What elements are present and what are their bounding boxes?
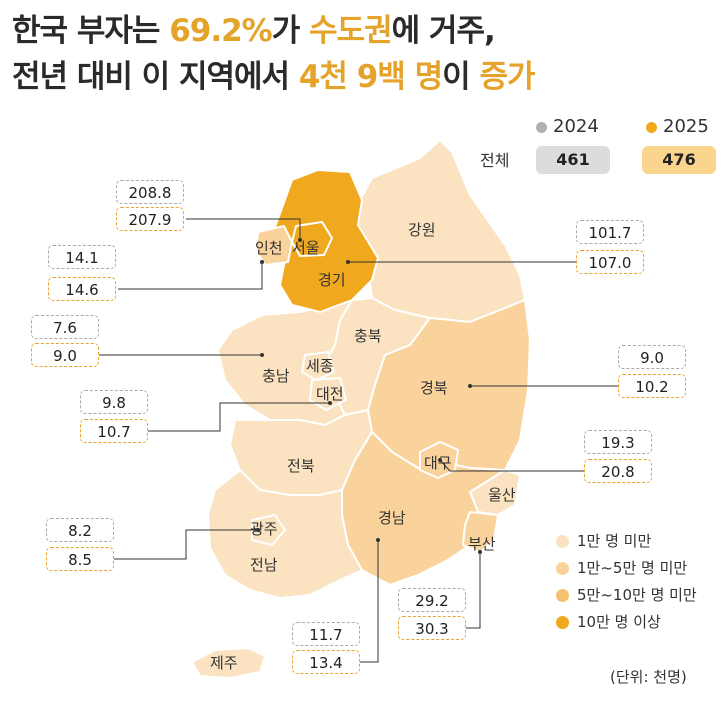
- total-label: 전체: [480, 151, 510, 170]
- region-jeonnam: [206, 468, 364, 600]
- incheon-2024-value: 14.1: [48, 245, 116, 269]
- busan-2024-value: 29.2: [398, 588, 466, 612]
- label-daejeon: 대전: [316, 385, 344, 403]
- label-chungbuk: 충북: [354, 327, 382, 345]
- gyeongnam-2024-value: 11.7: [292, 622, 360, 646]
- seoul-2024-value: 208.8: [116, 180, 184, 204]
- label-gyeonggi: 경기: [318, 271, 346, 289]
- label-jeonbuk: 전북: [287, 457, 315, 475]
- legend-2024: 2024: [536, 116, 599, 137]
- leader-seoul: [186, 218, 301, 240]
- region-incheon: [254, 224, 294, 267]
- legend-2024-dot: [536, 121, 547, 133]
- label-jeju: 제주: [210, 654, 238, 672]
- leader-gyeongnam: [360, 540, 379, 663]
- leader-daejeon: [148, 402, 330, 432]
- label-gyeongnam: 경남: [378, 509, 406, 527]
- region-jeju: [190, 646, 267, 680]
- gwangju-2024-value: 8.2: [46, 518, 114, 542]
- gyeonggi-2024-value: 101.7: [576, 220, 644, 244]
- label-sejong: 세종: [306, 357, 334, 375]
- title-line-1: 한국 부자는 69.2%가 수도권에 거주,: [12, 13, 496, 49]
- daejeon-2025-value: 10.7: [80, 419, 148, 443]
- seoul-2025-value: 207.9: [116, 207, 184, 231]
- leader-gwangju: [114, 529, 258, 560]
- region-gwangju: [251, 513, 287, 547]
- daegu-2025-value: 20.8: [584, 459, 652, 483]
- total-2024-value: 461: [536, 146, 610, 174]
- gyeongbuk-2024-value: 9.0: [618, 345, 686, 369]
- leader-busan: [466, 552, 481, 629]
- daejeon-2024-value: 9.8: [80, 390, 148, 414]
- incheon-2025-value: 14.6: [48, 277, 116, 301]
- leader-daegu: [439, 459, 584, 472]
- legend-tier-2: 1만~5만 명 미만: [556, 557, 687, 578]
- label-busan: 부산: [468, 535, 496, 553]
- label-gangwon: 강원: [408, 221, 436, 239]
- total-2025-value: 476: [642, 146, 716, 174]
- label-seoul: 서울: [292, 239, 320, 257]
- legend-2025-dot: [646, 121, 657, 133]
- chungnam-2024-value: 7.6: [31, 315, 99, 339]
- unit-note: (단위: 천명): [610, 668, 687, 686]
- label-jeonnam: 전남: [250, 556, 278, 574]
- legend-2025: 2025: [646, 116, 709, 137]
- legend-tier-1: 1만 명 미만: [556, 530, 651, 551]
- legend-tier-4: 10만 명 이상: [556, 611, 661, 632]
- legend-tier-3: 5만~10만 명 미만: [556, 584, 697, 605]
- gwangju-2025-value: 8.5: [46, 547, 114, 571]
- region-daejeon: [308, 376, 348, 412]
- label-ulsan: 울산: [488, 486, 516, 504]
- gyeongnam-2025-value: 13.4: [292, 650, 360, 674]
- label-gyeongbuk: 경북: [420, 379, 448, 397]
- gyeongbuk-2025-value: 10.2: [618, 374, 686, 398]
- chart-title: 한국 부자는 69.2%가 수도권에 거주, 전년 대비 이 지역에서 4천 9…: [12, 8, 712, 100]
- label-incheon: 인천: [255, 239, 283, 257]
- chungnam-2025-value: 9.0: [31, 343, 99, 367]
- label-daegu: 대구: [424, 454, 452, 472]
- label-chungnam: 충남: [262, 367, 290, 385]
- daegu-2024-value: 19.3: [584, 430, 652, 454]
- busan-2025-value: 30.3: [398, 616, 466, 640]
- label-gwangju: 광주: [250, 520, 278, 538]
- title-line-2: 전년 대비 이 지역에서 4천 9백 명이 증가: [12, 59, 536, 95]
- gyeonggi-2025-value: 107.0: [576, 250, 644, 274]
- leader-incheon: [118, 262, 263, 290]
- region-sejong: [300, 350, 336, 382]
